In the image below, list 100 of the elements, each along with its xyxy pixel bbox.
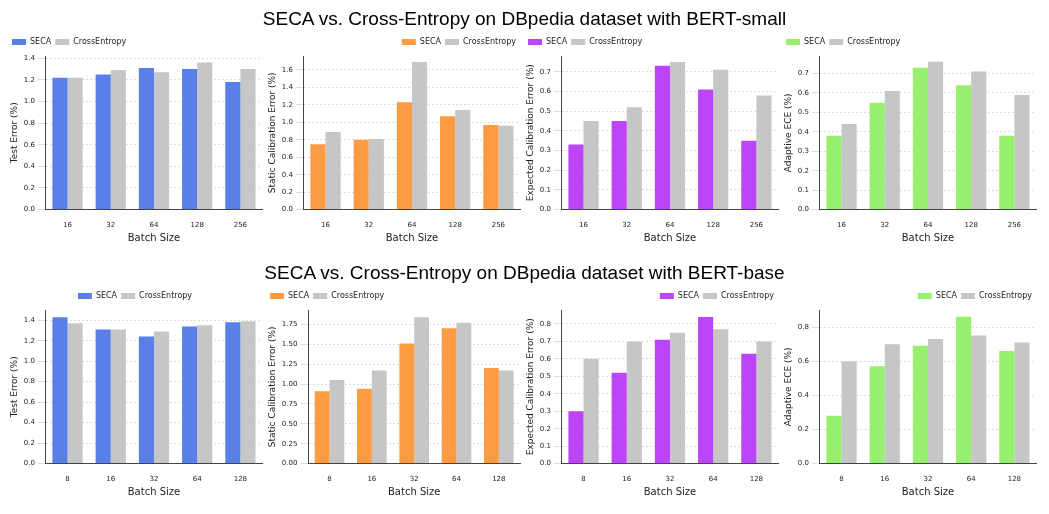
- bar: [440, 116, 456, 210]
- bar: [741, 140, 757, 210]
- legend-label: SECA: [935, 291, 958, 301]
- legend-label: SECA: [677, 291, 700, 301]
- bar: [498, 125, 514, 210]
- bar: [67, 77, 83, 210]
- bar: [884, 91, 900, 210]
- bar: [583, 358, 599, 464]
- bar: [225, 81, 241, 210]
- bar: [456, 322, 472, 464]
- bar: [153, 331, 170, 464]
- bar: [826, 135, 842, 210]
- bar: [756, 95, 772, 210]
- bar: [240, 321, 256, 464]
- legend-label: SECA: [95, 291, 118, 301]
- bar: [197, 62, 213, 210]
- bar: [912, 345, 928, 464]
- bar: [455, 110, 471, 210]
- bar: [583, 120, 599, 210]
- bar: [626, 341, 642, 464]
- y-axis-title: Adaptive ECE (%): [782, 93, 793, 173]
- bar: [841, 361, 857, 464]
- bar: [314, 391, 330, 464]
- bar: [654, 65, 670, 210]
- bar: [411, 62, 428, 210]
- bar: [310, 144, 326, 210]
- bar: [325, 131, 341, 210]
- x-axis-title: Batch Size: [643, 231, 697, 243]
- bar: [669, 332, 686, 464]
- bar: [95, 74, 111, 210]
- legend-label: CrossEntropy: [331, 291, 385, 301]
- bar: [368, 138, 384, 210]
- bar: [654, 339, 670, 464]
- bar: [568, 144, 584, 210]
- x-axis-title: Batch Size: [127, 231, 181, 243]
- y-axis-title: Expected Calibration Error (%): [524, 64, 535, 202]
- bar: [182, 68, 198, 210]
- bar: [971, 335, 987, 464]
- bar: [52, 77, 68, 210]
- legend-label: CrossEntropy: [589, 37, 643, 47]
- bar: [182, 326, 198, 464]
- y-axis-title: Adaptive ECE (%): [782, 347, 793, 427]
- x-axis-title: Batch Size: [901, 231, 955, 243]
- bar: [912, 67, 928, 210]
- bar: [869, 102, 885, 210]
- bar: [1014, 94, 1030, 210]
- bar: [110, 70, 126, 210]
- bar: [841, 124, 857, 210]
- legend-label: SECA: [419, 37, 442, 47]
- bar: [756, 341, 772, 464]
- bar: [197, 325, 213, 464]
- bar: [240, 68, 256, 210]
- bar: [441, 328, 457, 464]
- bar: [225, 322, 241, 464]
- bar: [999, 135, 1015, 210]
- bar: [971, 71, 987, 210]
- bar: [110, 329, 126, 464]
- x-axis-title: Batch Size: [387, 485, 441, 497]
- bar: [698, 89, 714, 210]
- y-axis-title: Static Calibration Error (%): [266, 72, 277, 194]
- text: SECA vs. Cross-Entropy on DBpedia dataset with BERT-base: [263, 262, 786, 285]
- bar: [67, 323, 83, 464]
- bar: [713, 69, 729, 210]
- legend-label: CrossEntropy: [462, 37, 517, 47]
- bar: [884, 344, 900, 464]
- bar: [956, 85, 972, 210]
- y-axis-title: Expected Calibration Error (%): [524, 318, 535, 456]
- text: SECA vs. Cross-Entropy on DBpedia dataset with BERT-small: [261, 8, 788, 31]
- bar: [498, 370, 514, 464]
- bar: [927, 339, 944, 464]
- bar: [329, 380, 345, 464]
- legend-label: CrossEntropy: [139, 291, 193, 301]
- bar: [153, 72, 170, 210]
- legend-label: CrossEntropy: [720, 291, 775, 301]
- y-axis-title: Static Calibration Error (%): [266, 326, 277, 448]
- bar: [669, 61, 686, 210]
- bar: [414, 317, 430, 464]
- legend-label: CrossEntropy: [978, 291, 1033, 301]
- bar: [396, 102, 412, 210]
- bar: [741, 353, 757, 464]
- bar: [483, 124, 499, 210]
- legend-label: CrossEntropy: [847, 37, 901, 47]
- bar: [357, 388, 372, 464]
- y-axis-title: Test Error (%): [8, 102, 19, 165]
- bar: [484, 368, 499, 464]
- legend-label: CrossEntropy: [73, 37, 127, 47]
- bar: [353, 139, 369, 210]
- bar: [698, 316, 714, 464]
- bar: [713, 329, 729, 464]
- bar: [956, 316, 972, 464]
- x-axis-title: Batch Size: [385, 231, 439, 243]
- bar: [371, 370, 387, 464]
- x-axis-title: Batch Size: [643, 485, 697, 497]
- bar: [626, 107, 642, 210]
- x-axis-title: Batch Size: [127, 485, 181, 497]
- bar: [1014, 342, 1030, 464]
- bar: [568, 411, 584, 464]
- legend-label: SECA: [804, 37, 826, 47]
- bar: [999, 350, 1015, 464]
- bar: [611, 372, 627, 464]
